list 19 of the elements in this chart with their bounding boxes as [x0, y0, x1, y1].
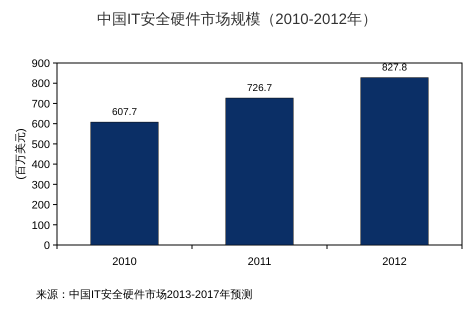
- y-tick-label: 200: [32, 200, 50, 212]
- y-tick-label: 800: [32, 78, 50, 90]
- source-note: 来源：中国IT安全硬件市场2013-2017年预测: [36, 288, 252, 301]
- data-label: 827.8: [382, 62, 408, 74]
- y-tick-label: 400: [32, 159, 50, 172]
- y-tick-label: 100: [32, 220, 50, 232]
- y-tick-label: 900: [32, 58, 50, 70]
- y-tick-label: 300: [32, 179, 50, 192]
- y-axis-title: (百万美元): [14, 128, 27, 180]
- x-tick-label: 2012: [382, 256, 407, 268]
- chart-title: 中国IT安全硬件市场规模（2010-2012年）: [96, 11, 378, 28]
- data-label: 726.7: [246, 83, 272, 94]
- y-tick-label: 500: [32, 138, 50, 151]
- x-tick-label: 2010: [112, 256, 137, 268]
- y-tick-label: 600: [32, 118, 50, 131]
- y-tick-label: 700: [32, 98, 50, 110]
- y-tick-label: 0: [44, 240, 50, 252]
- data-label: 607.7: [112, 107, 138, 118]
- x-tick-label: 2011: [248, 256, 272, 268]
